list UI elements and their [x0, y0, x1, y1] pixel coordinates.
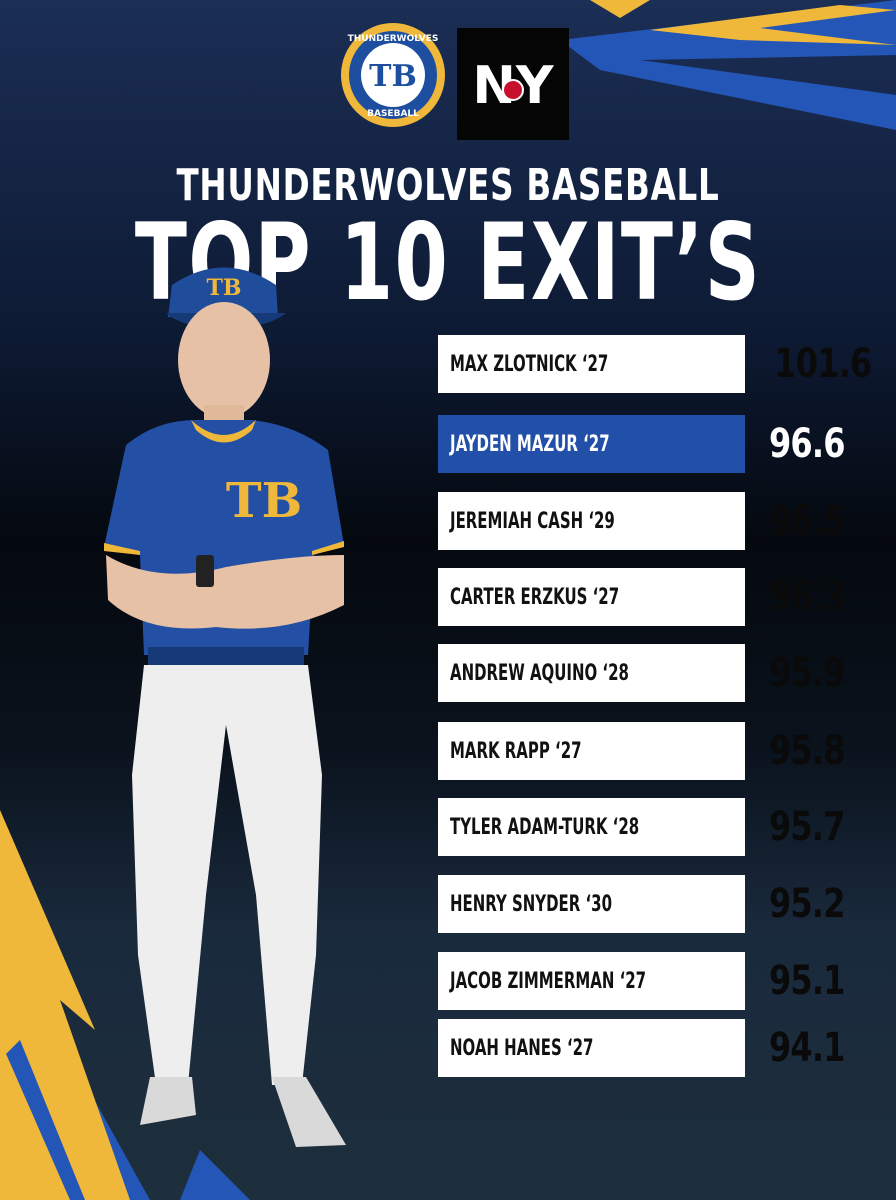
top-right-bolt-blue: [560, 0, 896, 130]
bottom-left-bolt-gold-2: [0, 1040, 70, 1200]
exit-velocity-value: 96.3: [768, 574, 846, 620]
exit-velocity-value: 95.9: [768, 650, 846, 696]
exit-velocity-value: 94.1: [768, 1025, 846, 1071]
top-right-bolt-gold-2: [590, 0, 650, 18]
leaderboard-row: NOAH HANES ‘27 94.1: [438, 1019, 846, 1077]
leaderboard-row: TYLER ADAM-TURK ‘28 95.7: [438, 798, 846, 856]
player-name: TYLER ADAM-TURK ‘28: [450, 814, 640, 840]
svg-text:TB: TB: [226, 473, 302, 529]
ny-logo: NY: [457, 28, 569, 140]
leaderboard-row: JACOB ZIMMERMAN ‘27 95.1: [438, 952, 846, 1010]
team-title: THUNDERWOLVES BASEBALL: [176, 160, 720, 211]
player-name: JACOB ZIMMERMAN ‘27: [450, 968, 647, 994]
leaderboard-row: ANDREW AQUINO ‘28 95.9: [438, 644, 846, 702]
leaderboard-row: MARK RAPP ‘27 95.8: [438, 722, 846, 780]
player-name: MAX ZLOTNICK ‘27: [450, 351, 609, 377]
leaderboard-row: JAYDEN MAZUR ‘27 96.6: [438, 415, 846, 473]
leaderboard-row: CARTER ERZKUS ‘27 96.3: [438, 568, 846, 626]
logo-bottom-text: BASEBALL: [367, 109, 419, 119]
exit-velocity-value: 95.8: [768, 728, 846, 774]
player-name: JAYDEN MAZUR ‘27: [450, 431, 610, 457]
exit-velocity-value: 96.6: [768, 421, 846, 467]
leaderboard-row: MAX ZLOTNICK ‘27 101.6: [438, 335, 872, 393]
bottom-left-bolt-gold: [0, 810, 130, 1200]
exit-velocity-value: 95.7: [768, 804, 846, 850]
exit-velocity-value: 95.1: [768, 958, 846, 1004]
leaderboard-row: HENRY SNYDER ‘30 95.2: [438, 875, 846, 933]
top-right-bolt-gold: [650, 5, 896, 45]
exit-velocity-value: 101.6: [774, 341, 872, 387]
thunderwolves-logo: THUNDERWOLVES TB BASEBALL: [341, 23, 445, 127]
player-name: ANDREW AQUINO ‘28: [450, 660, 629, 686]
player-name: NOAH HANES ‘27: [450, 1035, 594, 1061]
player-name: CARTER ERZKUS ‘27: [450, 584, 620, 610]
player-name: HENRY SNYDER ‘30: [450, 891, 612, 917]
player-name: JEREMIAH CASH ‘29: [450, 508, 615, 534]
logo-monogram: TB: [369, 59, 417, 94]
svg-text:TB: TB: [207, 275, 242, 301]
bottom-left-bolt-blue-2: [180, 1150, 250, 1200]
logo-ring-text: THUNDERWOLVES: [348, 34, 439, 44]
exit-velocity-value: 95.2: [768, 881, 846, 927]
exit-velocity-value: 96.5: [768, 498, 846, 544]
player-name: MARK RAPP ‘27: [450, 738, 582, 764]
leaderboard-row: JEREMIAH CASH ‘29 96.5: [438, 492, 846, 550]
player-photo: TB TB: [104, 267, 346, 1147]
